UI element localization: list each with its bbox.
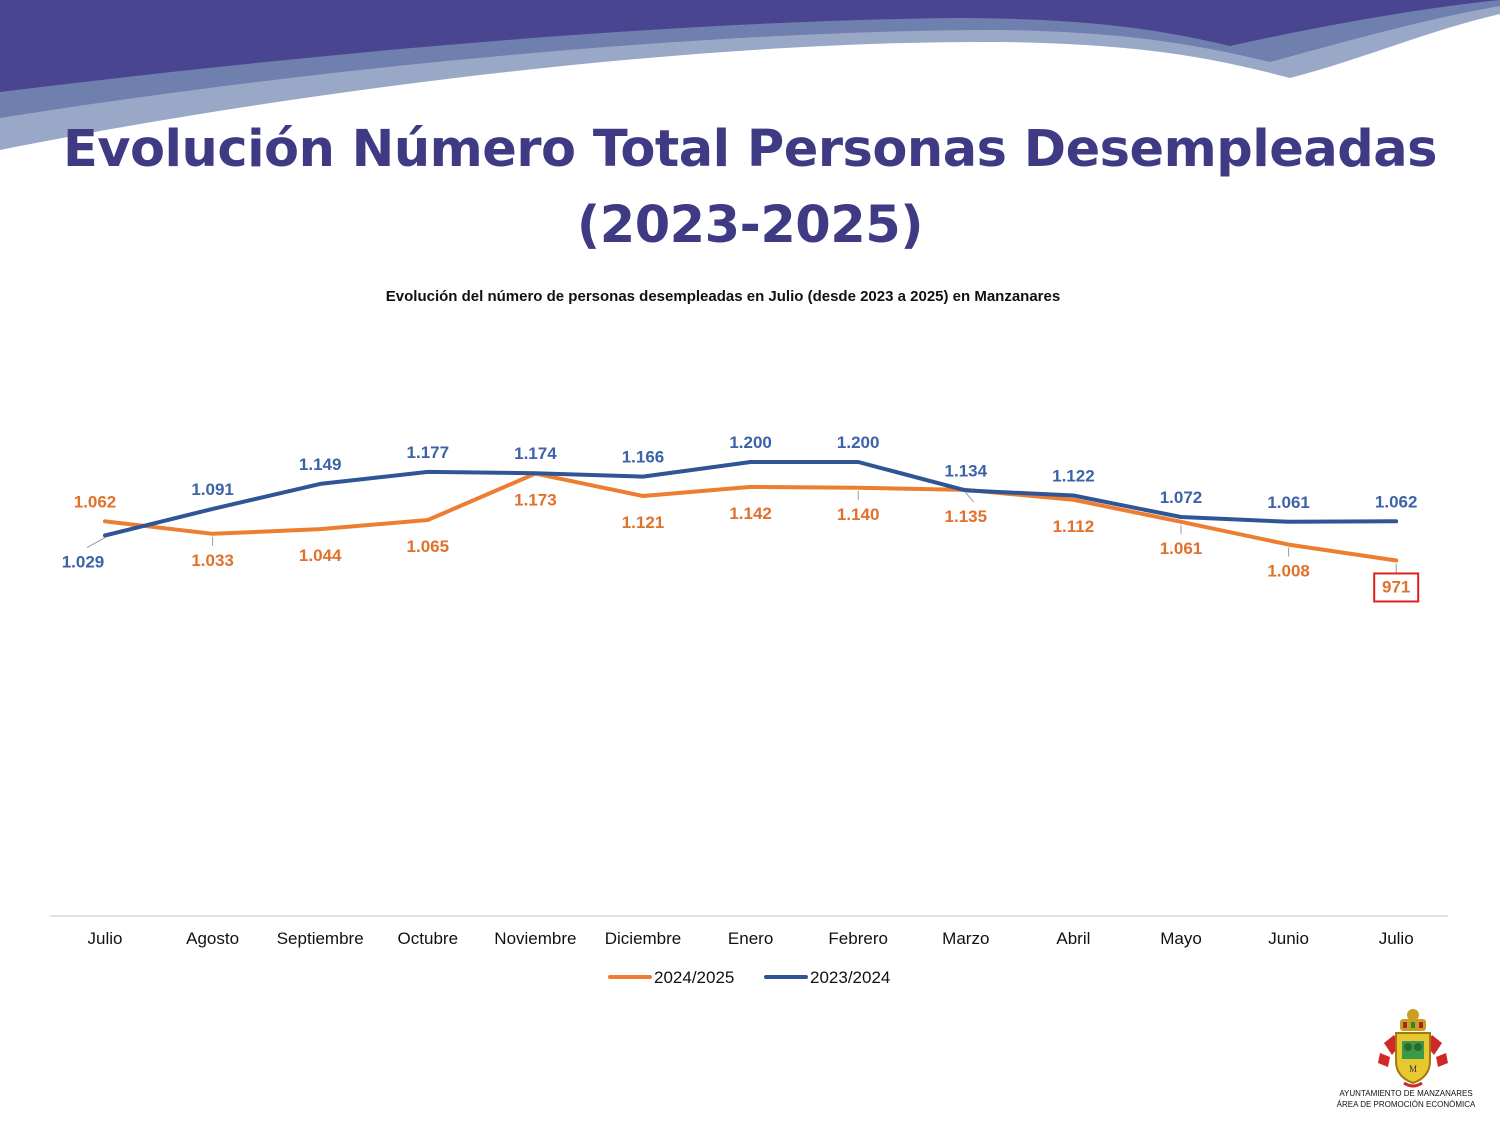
x-tick-label: Enero [728, 929, 773, 948]
series-2024-2025-data-label: 1.173 [514, 491, 557, 510]
label-leader-line [86, 537, 106, 548]
series-2024-2025-data-label: 1.112 [1053, 517, 1095, 536]
chart-title: Evolución del número de personas desempl… [385, 288, 1061, 305]
series-2024-2025-data-label: 1.033 [191, 551, 234, 570]
series-2023-2024-data-label: 1.091 [191, 480, 234, 499]
logo-caption-line-1: AYUNTAMIENTO DE MANZANARES [1339, 1089, 1473, 1098]
x-tick-label: Septiembre [277, 929, 364, 948]
series-2023-2024-data-label: 1.029 [62, 553, 105, 572]
series-2023-2024-data-label: 1.177 [407, 443, 450, 462]
x-tick-label: Junio [1268, 929, 1309, 948]
series-2024-2025-data-label: 1.008 [1267, 562, 1310, 581]
legend-label-2023-2024: 2023/2024 [810, 968, 890, 987]
x-tick-label: Noviembre [494, 929, 576, 948]
series-2023-2024-data-label: 1.122 [1052, 467, 1095, 486]
logo-caption-line-2: ÁREA DE PROMOCIÓN ECONÓMICA [1336, 1100, 1476, 1109]
series-2023-2024-data-label: 1.200 [837, 433, 880, 452]
x-tick-label: Febrero [828, 929, 888, 948]
x-tick-label: Mayo [1160, 929, 1202, 948]
x-tick-label: Julio [1379, 929, 1414, 948]
series-2024-2025-data-label: 1.142 [729, 504, 772, 523]
series-line-2023-2024 [103, 460, 1399, 538]
page-title-line-1: Evolución Número Total Personas Desemple… [62, 120, 1438, 179]
series-2023-2024-data-label: 1.072 [1160, 488, 1203, 507]
x-tick-label: Octubre [398, 929, 458, 948]
series-2023-2024-data-label: 1.062 [1375, 492, 1418, 511]
x-tick-label: Julio [88, 929, 123, 948]
series-2023-2024-data-label: 1.174 [514, 444, 557, 463]
series-2024-2025-data-label: 1.135 [945, 507, 988, 526]
page-title-line-2: (2023-2025) [576, 196, 924, 255]
series-2024-2025-data-label: 1.140 [837, 505, 880, 524]
x-tick-label: Agosto [186, 929, 239, 948]
series-2023-2024-data-label: 1.061 [1267, 493, 1310, 512]
coat-of-arms-logo: M [1378, 1009, 1448, 1088]
series-2023-2024-data-label: 1.200 [729, 433, 772, 452]
label-leader-line [965, 492, 975, 503]
series-2024-2025-data-label: 1.065 [407, 537, 450, 556]
series-2024-2025-data-label: 971 [1382, 577, 1410, 596]
x-tick-label: Marzo [942, 929, 989, 948]
series-2023-2024-data-label: 1.166 [622, 448, 665, 467]
x-tick-label: Abril [1056, 929, 1090, 948]
series-2024-2025-data-label: 1.062 [74, 492, 117, 511]
series-2024-2025-data-label: 1.061 [1160, 539, 1203, 558]
series-2024-2025-data-label: 1.044 [299, 546, 342, 565]
header-banner [0, 0, 1500, 160]
series-line-2024-2025 [103, 471, 1399, 563]
x-tick-label: Diciembre [605, 929, 682, 948]
svg-text:M: M [1409, 1064, 1417, 1074]
logo-caption: AYUNTAMIENTO DE MANZANARES ÁREA DE PROMO… [1326, 1088, 1486, 1110]
highlight-box [1373, 572, 1420, 603]
series-2024-2025-data-label: 1.121 [622, 513, 665, 532]
series-2023-2024-data-label: 1.134 [945, 461, 988, 480]
page-title: Evolución Número Total Personas Desemple… [0, 112, 1500, 264]
legend-label-2024-2025: 2024/2025 [654, 968, 734, 987]
series-2023-2024-data-label: 1.149 [299, 455, 342, 474]
